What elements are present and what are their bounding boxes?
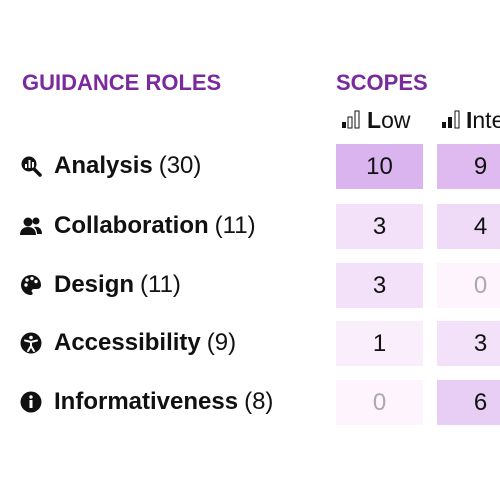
scope-cell: 3 (336, 204, 423, 249)
role-count: (30) (158, 152, 202, 179)
scope-cell: 6 (437, 380, 500, 425)
scope-cell: 3 (336, 263, 423, 308)
role-count: (11) (140, 271, 181, 298)
design-icon (21, 275, 41, 295)
role-count: (9) (206, 329, 237, 356)
signal-icon (442, 110, 460, 129)
scope-cell: 0 (437, 263, 500, 308)
column-label: Low (367, 107, 411, 133)
scope-cell: 3 (437, 321, 500, 366)
role-name: Analysis (54, 152, 153, 179)
analysis-icon (21, 156, 42, 177)
scope-cell: 10 (336, 144, 423, 189)
info-icon (20, 391, 42, 413)
roles-header: GUIDANCE ROLES (22, 70, 222, 95)
role-name: Design (54, 271, 135, 298)
scope-cell: 0 (336, 380, 423, 425)
accessibility-icon (20, 332, 42, 354)
role-name: Collaboration (54, 212, 209, 239)
scope-cell: 1 (336, 321, 423, 366)
scopes-header: SCOPES (336, 70, 428, 95)
signal-icon (342, 110, 360, 129)
scope-cell: 9 (437, 144, 500, 189)
scope-cell: 4 (437, 204, 500, 249)
role-name: Accessibility (54, 329, 201, 356)
role-name: Informativeness (54, 388, 239, 415)
collaboration-icon (20, 217, 42, 235)
column-label: Inte (466, 107, 500, 133)
role-count: (8) (244, 388, 274, 415)
role-count: (11) (214, 212, 256, 239)
